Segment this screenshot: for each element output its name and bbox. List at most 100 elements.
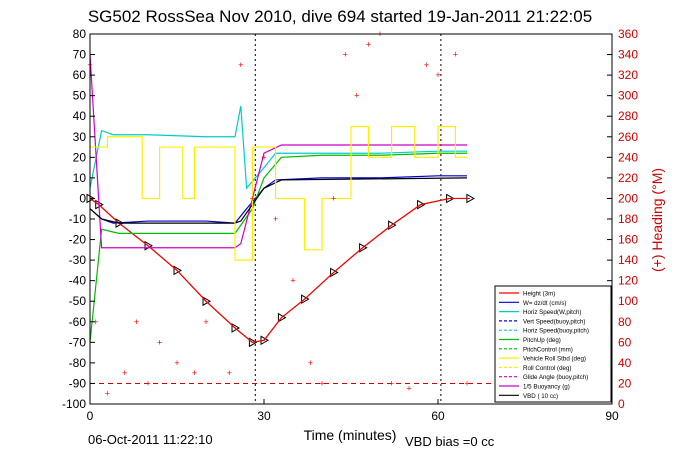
y-right-tick-label: 360 xyxy=(618,27,638,41)
y-right-tick-label: 40 xyxy=(618,356,632,370)
y-left-tick-label: 20 xyxy=(73,150,87,164)
y-left-tick-label: -90 xyxy=(69,376,87,390)
legend-entry: Height (3m) xyxy=(523,291,555,298)
heading-point: + xyxy=(453,50,458,60)
heading-point: + xyxy=(203,317,208,327)
legend-entry: 1/5 Buoyancy (g) xyxy=(523,384,570,391)
y-left-tick-label: 60 xyxy=(73,68,87,82)
series-line xyxy=(89,105,467,190)
legend-entry: Roll Control (deg) xyxy=(523,365,572,372)
heading-point: + xyxy=(464,378,469,388)
heading-point: + xyxy=(93,317,98,327)
depth-marker xyxy=(359,242,368,253)
legend-entry: Horiz Speed(W,pitch) xyxy=(523,309,581,316)
right-axis-label: (+) Heading (°M) xyxy=(649,168,665,272)
series-line xyxy=(89,197,470,343)
heading-point: + xyxy=(290,276,295,286)
heading-point: + xyxy=(227,368,232,378)
y-right-tick-label: 140 xyxy=(618,253,638,267)
legend-entry: Horiz Speed(buoy,pitch) xyxy=(523,328,589,335)
heading-point: + xyxy=(343,50,348,60)
y-left-tick-label: -30 xyxy=(69,253,87,267)
y-left-tick-label: -50 xyxy=(69,294,87,308)
y-left-tick-label: -70 xyxy=(69,335,87,349)
depth-marker xyxy=(301,294,310,305)
y-left-tick-label: 10 xyxy=(73,171,87,185)
legend-entry: W= dz/dt (cm/s) xyxy=(523,300,567,307)
footer-date: 06-Oct-2011 11:22:10 xyxy=(88,432,213,447)
y-right-tick-label: 180 xyxy=(618,212,638,226)
heading-point: + xyxy=(250,193,255,203)
legend: Height (3m) W= dz/dt (cm/s) Horiz Speed(W,… xyxy=(494,285,612,403)
y-right-tick-label: 0 xyxy=(618,397,625,411)
heading-point: + xyxy=(261,152,266,162)
legend-entry: PitchUp (deg) xyxy=(523,337,561,344)
legend-entry: Glide Angle (buoy,pitch) xyxy=(523,374,588,381)
plot-axes: 80706050403020100-10-20-30-40-50-60-70-8… xyxy=(62,27,638,423)
y-right-tick-label: 20 xyxy=(618,376,632,390)
y-right-tick-label: 300 xyxy=(618,89,638,103)
y-left-tick-label: -20 xyxy=(69,233,87,247)
y-right-tick-label: 340 xyxy=(618,48,638,62)
x-axis-label: Time (minutes) xyxy=(304,427,397,443)
heading-point: + xyxy=(331,193,336,203)
chart-title: SG502 RossSea Nov 2010, dive 694 started… xyxy=(88,7,592,26)
y-left-tick-label: 50 xyxy=(73,89,87,103)
legend-entry: Vert Speed(buoy,pitch) xyxy=(523,318,585,325)
heading-point: + xyxy=(174,358,179,368)
heading-point: + xyxy=(192,368,197,378)
heading-point: + xyxy=(273,214,278,224)
x-tick-label: 0 xyxy=(87,409,94,423)
y-right-tick-label: 100 xyxy=(618,294,638,308)
depth-marker xyxy=(248,337,258,348)
y-right-tick-label: 200 xyxy=(618,191,638,205)
y-right-tick-label: 260 xyxy=(618,130,638,144)
y-left-tick-label: 30 xyxy=(73,130,87,144)
depth-marker xyxy=(388,220,397,231)
legend-entry: Vehicle Roll Stbd (deg) xyxy=(523,356,586,363)
y-left-tick-label: 0 xyxy=(79,191,86,205)
y-left-tick-label: 80 xyxy=(73,27,87,41)
heading-point: + xyxy=(145,378,150,388)
heading-point: + xyxy=(157,337,162,347)
y-left-tick-label: 40 xyxy=(73,109,87,123)
legend-box xyxy=(494,285,612,403)
heading-point: + xyxy=(406,384,411,394)
depth-marker xyxy=(231,323,241,333)
x-tick-label: 90 xyxy=(605,409,619,423)
heading-point: + xyxy=(366,39,371,49)
depth-marker xyxy=(202,296,212,307)
legend-entry: VBD ( 10 cc) xyxy=(523,393,558,400)
heading-point: + xyxy=(238,60,243,70)
heading-point: + xyxy=(389,378,394,388)
y-left-tick-label: 70 xyxy=(73,48,87,62)
y-right-tick-label: 320 xyxy=(618,68,638,82)
heading-point: + xyxy=(319,378,324,388)
heading-point: + xyxy=(354,91,359,101)
y-left-tick-label: -100 xyxy=(62,397,86,411)
y-left-tick-label: -60 xyxy=(69,315,87,329)
y-right-tick-label: 120 xyxy=(618,274,638,288)
y-right-tick-label: 80 xyxy=(618,315,632,329)
heading-point: + xyxy=(105,389,110,399)
series-line xyxy=(89,177,468,224)
y-right-tick-label: 280 xyxy=(618,109,638,123)
x-tick-label: 30 xyxy=(257,409,271,423)
plot-series: +++++++++++++++++++++++++++++ xyxy=(86,29,475,399)
series-line xyxy=(90,125,467,261)
y-left-tick-label: -40 xyxy=(69,274,87,288)
series-line xyxy=(89,175,467,224)
legend-entry: PitchControl (mm) xyxy=(523,346,573,353)
footer-note: VBD bias =0 cc xyxy=(405,434,495,449)
y-right-tick-label: 60 xyxy=(618,335,632,349)
depth-marker xyxy=(173,265,183,276)
depth-marker xyxy=(277,312,287,323)
heading-point: + xyxy=(435,70,440,80)
series-line xyxy=(89,54,467,249)
heading-point: + xyxy=(122,368,127,378)
y-left-tick-label: -10 xyxy=(69,212,87,226)
depth-marker xyxy=(446,193,455,204)
y-left-tick-label: -80 xyxy=(69,356,87,370)
x-tick-label: 60 xyxy=(431,409,445,423)
y-right-tick-label: 160 xyxy=(618,233,638,247)
